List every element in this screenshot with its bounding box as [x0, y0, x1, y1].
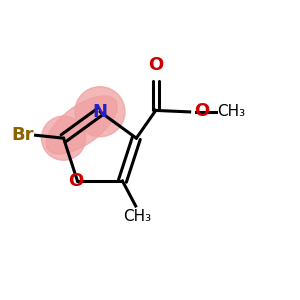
Circle shape	[41, 116, 86, 160]
Text: O: O	[194, 102, 209, 120]
Ellipse shape	[46, 96, 117, 154]
Text: CH₃: CH₃	[123, 209, 151, 224]
Circle shape	[75, 87, 125, 137]
Text: O: O	[148, 56, 164, 74]
Text: N: N	[92, 103, 107, 121]
Text: O: O	[68, 172, 84, 190]
Text: CH₃: CH₃	[218, 104, 246, 119]
Text: Br: Br	[12, 126, 34, 144]
